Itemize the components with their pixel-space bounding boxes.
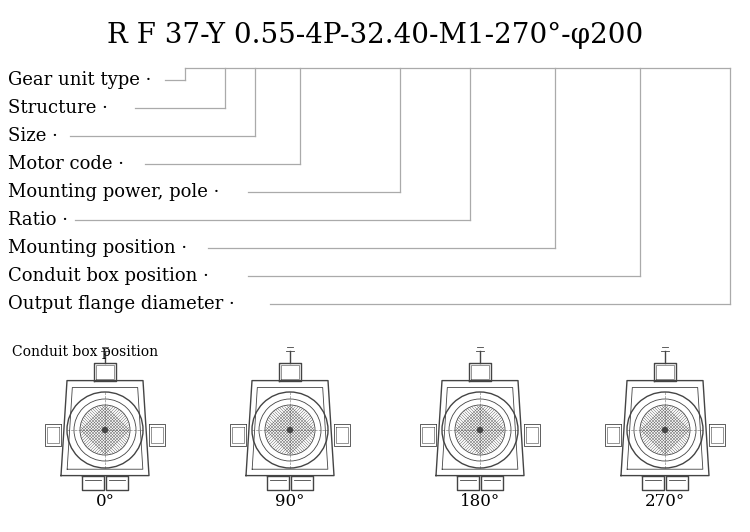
Text: Mounting position ·: Mounting position · [8,239,188,257]
Circle shape [478,428,482,433]
Circle shape [287,428,292,433]
Text: Conduit box position ·: Conduit box position · [8,267,208,285]
Text: 180°: 180° [460,493,500,510]
Circle shape [103,428,107,433]
Text: Motor code ·: Motor code · [8,155,124,173]
Text: 90°: 90° [275,493,304,510]
Text: Mounting power, pole ·: Mounting power, pole · [8,183,219,201]
Text: Gear unit type ·: Gear unit type · [8,71,152,89]
Text: 270°: 270° [645,493,686,510]
Text: Structure ·: Structure · [8,99,108,117]
Circle shape [662,428,668,433]
Text: Output flange diameter ·: Output flange diameter · [8,295,235,313]
Text: Size ·: Size · [8,127,58,145]
Text: R F 37-Y 0.55-4P-32.40-M1-270°-φ200: R F 37-Y 0.55-4P-32.40-M1-270°-φ200 [106,22,643,49]
Text: Ratio ·: Ratio · [8,211,68,229]
Text: 0°: 0° [95,493,115,510]
Text: Conduit box position: Conduit box position [12,345,158,359]
